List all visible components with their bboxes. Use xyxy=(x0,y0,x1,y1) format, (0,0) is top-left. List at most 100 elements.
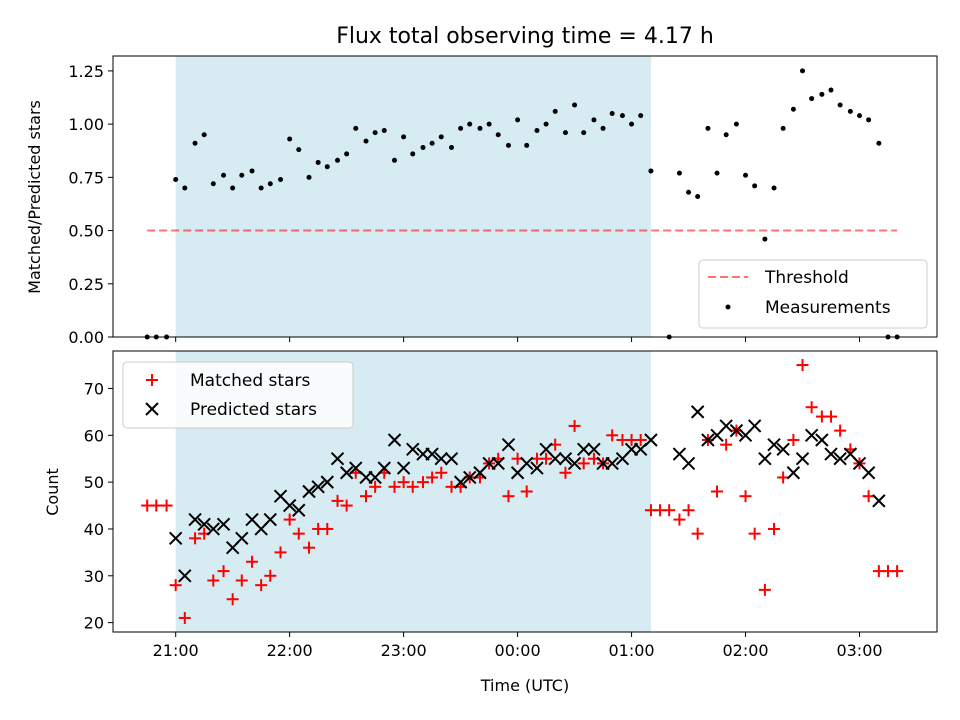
measurement-point xyxy=(467,121,473,127)
measurement-point xyxy=(562,130,568,136)
predicted-star-point xyxy=(235,531,249,546)
measurement-point xyxy=(438,134,444,140)
measurement-point xyxy=(552,108,558,114)
top-y-tick-label: 1.25 xyxy=(68,62,104,81)
predicted-star-point xyxy=(282,498,297,513)
top-y-tick-label: 0.25 xyxy=(68,275,104,294)
predicted-star-point xyxy=(320,475,334,489)
matched-star-point xyxy=(388,480,401,493)
predicted-star-point xyxy=(644,433,658,447)
matched-legend-label: Matched stars xyxy=(190,371,310,391)
predicted-star-point xyxy=(786,466,801,480)
measurement-point xyxy=(306,174,312,180)
measurement-point xyxy=(458,125,464,131)
matched-star-point xyxy=(274,546,287,559)
matched-star-point xyxy=(406,480,419,493)
predicted-star-point xyxy=(719,419,733,433)
matched-star-point xyxy=(160,499,173,512)
measurement-point xyxy=(278,176,284,182)
predicted-star-point xyxy=(767,437,781,452)
measurement-point xyxy=(790,106,796,112)
matched-star-point xyxy=(360,490,373,503)
measurement-point xyxy=(733,121,739,127)
top-y-tick-label: 0.00 xyxy=(68,328,104,347)
top-y-tick-label: 0.50 xyxy=(68,222,104,241)
measurement-point xyxy=(230,185,236,191)
predicted-star-point xyxy=(690,405,705,419)
predicted-star-point xyxy=(168,531,183,546)
bottom-y-tick-label: 40 xyxy=(84,520,104,539)
matched-star-point xyxy=(189,532,202,545)
matched-star-point xyxy=(235,574,248,587)
measurement-point xyxy=(372,130,378,136)
predicted-star-point xyxy=(216,517,231,531)
matched-legend-marker xyxy=(146,374,158,386)
predicted-star-point xyxy=(824,447,838,461)
predicted-star-point xyxy=(520,456,534,471)
matched-star-point xyxy=(691,527,704,540)
measurement-point xyxy=(876,140,882,146)
measurement-point xyxy=(287,136,293,142)
measurement-point xyxy=(515,117,521,123)
measurement-point xyxy=(828,87,834,93)
matched-star-point xyxy=(606,429,619,442)
measurement-point xyxy=(609,110,615,116)
measurement-point xyxy=(258,185,264,191)
matched-star-point xyxy=(502,490,515,503)
matched-star-point xyxy=(739,490,752,503)
top-shaded-region xyxy=(175,56,651,337)
threshold-legend-label: Threshold xyxy=(764,268,849,288)
matched-star-point xyxy=(416,476,429,489)
predicted-star-point xyxy=(453,475,468,489)
measurement-point xyxy=(410,151,416,157)
bottom-y-tick-label: 50 xyxy=(84,473,104,492)
bottom-y-ticks: 20 30 40 50 60 70 xyxy=(84,379,113,633)
predicted-star-point xyxy=(387,433,402,447)
measurement-point xyxy=(381,128,387,134)
measurement-point xyxy=(771,185,777,191)
top-panel: 0.00 0.25 0.50 0.75 1.00 1.25 Matched/Predict… xyxy=(25,55,938,347)
measurement-point xyxy=(363,138,369,144)
measurement-point xyxy=(837,102,843,108)
measurement-point xyxy=(809,96,815,102)
measurement-point xyxy=(201,132,207,138)
x-tick-label: 03:00 xyxy=(836,641,882,660)
measurement-point xyxy=(572,102,578,108)
measurement-point xyxy=(495,132,501,138)
matched-star-point xyxy=(720,438,733,451)
predicted-star-point xyxy=(377,461,391,475)
matched-star-point xyxy=(303,541,316,554)
measurement-point xyxy=(619,113,625,119)
measurement-point xyxy=(210,181,216,187)
matched-star-point xyxy=(748,527,761,540)
matched-star-point xyxy=(891,565,904,578)
measurements-legend-label: Measurements xyxy=(765,298,891,318)
measurement-point xyxy=(705,125,711,131)
matched-star-point xyxy=(634,433,647,446)
predicted-star-point xyxy=(558,452,573,466)
top-y-axis-label: Matched/Predicted stars xyxy=(25,100,44,294)
predicted-star-point xyxy=(339,466,354,480)
measurement-point xyxy=(267,181,273,187)
predicted-star-point xyxy=(833,452,847,466)
matched-star-point xyxy=(805,401,818,414)
predicted-star-point xyxy=(188,512,202,527)
matched-star-point xyxy=(520,485,533,498)
measurement-point xyxy=(714,170,720,176)
measurement-point xyxy=(581,130,587,136)
predicted-star-point xyxy=(804,428,819,443)
matched-star-point xyxy=(340,499,353,512)
predicted-star-point xyxy=(701,433,715,447)
measurement-point xyxy=(648,168,654,174)
matched-star-point xyxy=(682,504,695,517)
measurement-point xyxy=(638,113,644,119)
x-axis-label: Time (UTC) xyxy=(480,676,569,695)
matched-star-point xyxy=(663,504,676,517)
x-tick-label: 21:00 xyxy=(153,641,199,660)
matched-star-point xyxy=(673,513,686,526)
predicted-star-point xyxy=(206,522,221,536)
measurement-point xyxy=(847,108,853,114)
measurement-point xyxy=(534,128,540,134)
predicted-star-point xyxy=(501,437,516,452)
measurement-point xyxy=(762,236,768,242)
